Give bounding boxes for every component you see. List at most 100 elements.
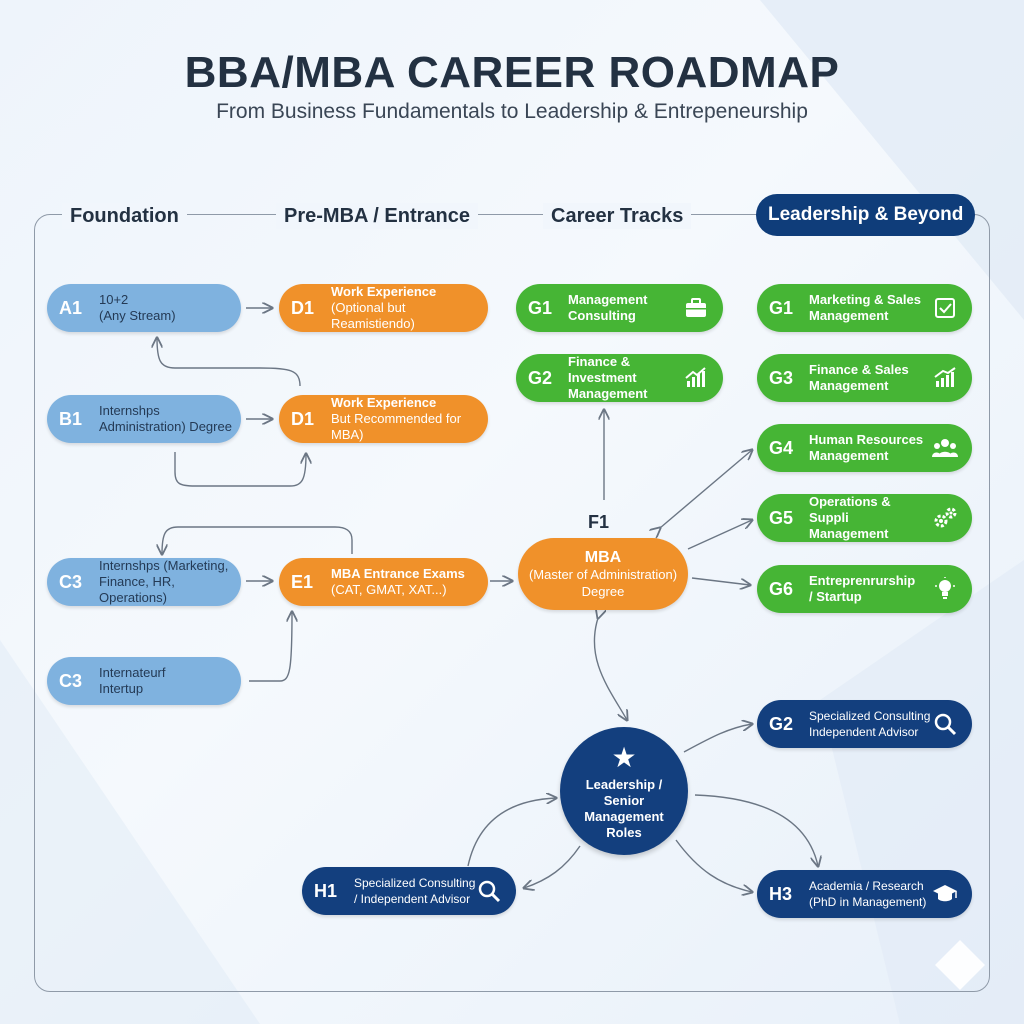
star-icon: ★ <box>611 742 637 773</box>
arrow-b1-d1-loop <box>174 452 306 487</box>
arrow-d1-a1-loop <box>157 338 301 387</box>
node-code: D1 <box>291 297 315 318</box>
people-icon <box>932 439 958 457</box>
node-line1: Specialized Consulting <box>809 709 931 723</box>
node-h1-specialized-consulting[interactable]: H1 Specialized Consulting / Independent A… <box>302 867 516 915</box>
page-title: BBA/MBA CAREER ROADMAP <box>184 48 840 97</box>
node-line2: (Any Stream) <box>99 308 176 323</box>
node-g1-consulting[interactable]: G1 Management Consulting <box>516 284 723 332</box>
node-g2-finance[interactable]: G2 Finance & Investment Management <box>516 354 723 402</box>
leadership-line4: Roles <box>606 825 642 840</box>
briefcase-icon <box>686 298 706 317</box>
node-line2: Consulting <box>568 308 636 323</box>
column-header-foundation: Foundation <box>62 203 187 229</box>
leadership-line2: Senior <box>603 793 645 808</box>
node-g4-hr[interactable]: G4 Human Resources Management <box>757 424 972 472</box>
node-code: G4 <box>769 437 794 458</box>
node-line2: Management <box>568 386 648 401</box>
arrow-leadership-h3-b <box>675 839 752 892</box>
arrow-leadership-h3-a <box>694 794 818 866</box>
node-code: B1 <box>59 408 83 429</box>
node-line2: / Startup <box>809 589 862 604</box>
magnifier-icon <box>478 880 501 903</box>
node-g5-operations[interactable]: G5 Operations & Suppli Management <box>757 494 972 542</box>
arrow-mba-g4-bidir <box>660 450 752 528</box>
node-code: E1 <box>291 571 314 592</box>
node-g1-marketing[interactable]: G1 Marketing & Sales Management <box>757 284 972 332</box>
arrow-mba-leadership <box>593 618 627 720</box>
node-line1: 10+2 <box>99 292 129 307</box>
node-code: G2 <box>769 713 794 734</box>
node-line1: Work Experience <box>331 395 437 410</box>
node-code: G3 <box>769 367 794 388</box>
node-leadership-senior[interactable]: ★ Leadership / Senior Management Roles <box>560 727 688 855</box>
node-line2: Management <box>809 378 889 393</box>
node-line2: Finance, HR, Operations) <box>99 574 175 605</box>
arrow-e1-c3-loop <box>162 526 353 554</box>
node-line2: Management <box>809 526 889 541</box>
bar-chart-icon <box>934 367 956 387</box>
page-subtitle: From Business Fundamentals to Leadership… <box>216 100 808 123</box>
magnifier-icon <box>934 713 957 736</box>
node-code: G1 <box>528 297 553 318</box>
node-line1: Internateurf <box>99 665 166 680</box>
node-d1-optional[interactable]: D1 Work Experience (Optional but Reamisti… <box>279 284 488 332</box>
node-code: A1 <box>59 297 83 318</box>
node-line1: Operations & Suppli <box>809 494 891 525</box>
node-line1: MBA Entrance Exams <box>331 566 465 581</box>
arrow-leadership-g2 <box>683 724 752 753</box>
column-header-career-tracks: Career Tracks <box>543 203 692 229</box>
node-line2: Management <box>809 448 889 463</box>
node-line1: Marketing & Sales <box>809 292 921 307</box>
column-header-pre-mba: Pre-MBA / Entrance <box>276 203 478 229</box>
growth-chart-icon <box>685 367 706 387</box>
node-code: G1 <box>769 297 794 318</box>
node-line2: Management <box>809 308 889 323</box>
node-code: H3 <box>769 883 793 904</box>
arrow-c3b-e1 <box>249 612 292 682</box>
node-h3-academia[interactable]: H3 Academia / Research (PhD in Management… <box>757 870 972 918</box>
node-line2: (PhD in Management) <box>809 895 927 909</box>
mba-line2: (Master of Administration) <box>528 566 678 582</box>
node-g2-specialized-consulting[interactable]: G2 Specialized Consulting Independent Adv… <box>757 700 972 748</box>
node-g6-entrepreneurship[interactable]: G6 Entreprenrurship / Startup <box>757 565 972 613</box>
node-line1: Work Experience <box>331 284 437 299</box>
node-d1-recommended[interactable]: D1 Work Experience But Recommended for MB… <box>279 395 488 443</box>
node-code: G6 <box>769 578 794 599</box>
node-line2: But Recommended for MBA) <box>331 411 462 442</box>
node-e1[interactable]: E1 MBA Entrance Exams (CAT, GMAT, XAT...) <box>279 558 488 606</box>
leadership-line1: Leadership / <box>585 777 663 792</box>
roadmap-frame <box>34 214 990 992</box>
node-line2: Administration) Degree <box>99 419 232 434</box>
node-line1: Internshps (Marketing, <box>99 558 229 573</box>
mba-line3: Degree <box>581 583 625 599</box>
arrow-mba-g6 <box>691 577 750 585</box>
node-line1: Human Resources <box>809 432 924 447</box>
node-g3-finance-sales[interactable]: G3 Finance & Sales Management <box>757 354 972 402</box>
node-line1: Entreprenrurship <box>809 573 916 588</box>
graduation-cap-icon <box>933 885 957 902</box>
arrow-leadership-h1 <box>524 845 581 888</box>
node-line2: / Independent Advisor <box>354 892 471 906</box>
node-line1: Academia / Research <box>809 879 924 893</box>
column-header-leadership: Leadership & Beyond <box>756 194 976 236</box>
mba-label: F1 <box>588 512 610 532</box>
node-mba[interactable]: MBA (Master of Administration) Degree <box>518 538 688 610</box>
node-c3-startup[interactable]: C3 Internateurf Intertup <box>47 657 241 705</box>
node-line1: Management <box>568 292 648 307</box>
node-a1[interactable]: A1 10+2 (Any Stream) <box>47 284 241 332</box>
node-c3-internships[interactable]: C3 Internshps (Marketing, Finance, HR, Op… <box>47 558 241 606</box>
node-line1: Finance & Investment <box>568 354 637 385</box>
node-b1[interactable]: B1 Internshps Administration) Degree <box>47 395 241 443</box>
node-code: C3 <box>59 571 83 592</box>
lightbulb-icon <box>935 577 955 599</box>
node-code: H1 <box>314 880 338 901</box>
node-line2: (Optional but Reamistiendo) <box>331 300 415 331</box>
leadership-line3: Management <box>584 809 664 824</box>
arrow-mba-g5 <box>687 520 752 550</box>
node-code: C3 <box>59 670 83 691</box>
node-line2: (CAT, GMAT, XAT...) <box>331 582 447 597</box>
gears-icon <box>934 507 957 528</box>
mba-title: MBA <box>584 548 622 566</box>
